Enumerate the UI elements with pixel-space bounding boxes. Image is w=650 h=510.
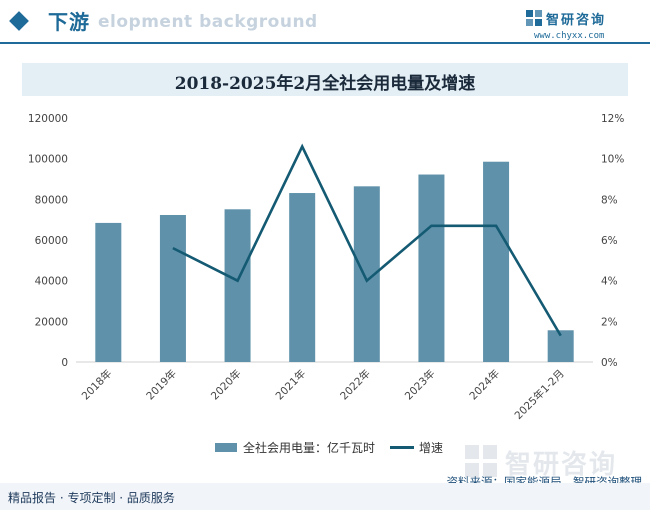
y-tick-label: 100000 (28, 154, 68, 166)
section-title: 下游 (48, 10, 90, 34)
legend-bar-label: 全社会用电量：亿千瓦时 (243, 441, 376, 455)
x-tick-label: 2022年 (337, 367, 373, 403)
x-tick-label: 2024年 (467, 367, 503, 403)
x-tick-label: 2019年 (144, 367, 180, 403)
y-tick-label: 120000 (28, 113, 68, 125)
banner-watermark-text: elopment background (98, 12, 318, 32)
bar (95, 222, 122, 362)
y-tick-label: 0 (61, 357, 68, 369)
bar (483, 161, 510, 362)
bar (418, 174, 445, 362)
page-footer: 精品报告 · 专项定制 · 品质服务 (0, 483, 650, 510)
y2-tick-label: 6% (601, 235, 618, 247)
y2-tick-label: 10% (601, 154, 624, 166)
legend-line-swatch (390, 446, 414, 449)
page-header: 下游 elopment background (0, 0, 650, 44)
y2-tick-label: 4% (601, 276, 618, 288)
legend-line-label: 增速 (419, 441, 444, 455)
y-tick-label: 20000 (35, 316, 68, 328)
header-rule (0, 42, 650, 44)
bar (289, 193, 316, 362)
y-tick-label: 80000 (35, 194, 68, 206)
y2-tick-label: 0% (601, 357, 618, 369)
chart-title-bar: 2018-2025年2月全社会用电量及增速 (22, 63, 628, 96)
chart-title: 2018-2025年2月全社会用电量及增速 (174, 74, 476, 94)
footer-tagline: 精品报告 · 专项定制 · 品质服务 (8, 491, 175, 505)
chart-legend: 全社会用电量：亿千瓦时 增速 (0, 439, 650, 459)
brand-logo: 智研咨询 www.chyxx.com (526, 10, 636, 42)
x-tick-label: 2021年 (273, 367, 309, 403)
legend-bar-swatch (215, 443, 237, 452)
bar (159, 214, 186, 362)
y2-tick-label: 12% (601, 113, 624, 125)
x-tick-label: 2020年 (208, 367, 244, 403)
y2-tick-label: 8% (601, 194, 618, 206)
x-tick-label: 2023年 (402, 367, 438, 403)
brand-url: www.chyxx.com (534, 31, 605, 41)
y-tick-label: 40000 (35, 276, 68, 288)
x-tick-label: 2025年1-2月 (512, 367, 567, 422)
y2-tick-label: 2% (601, 316, 618, 328)
brand-name: 智研咨询 (546, 13, 607, 28)
watermark-logo: 智研咨询 (465, 444, 635, 480)
growth-line (172, 143, 562, 337)
y-tick-label: 60000 (35, 235, 68, 247)
brand-logo-icon (526, 10, 542, 26)
watermark-logo-icon (465, 445, 497, 477)
bar (224, 209, 251, 362)
watermark-text: 智研咨询 (505, 450, 618, 480)
x-tick-label: 2018年 (79, 367, 115, 403)
